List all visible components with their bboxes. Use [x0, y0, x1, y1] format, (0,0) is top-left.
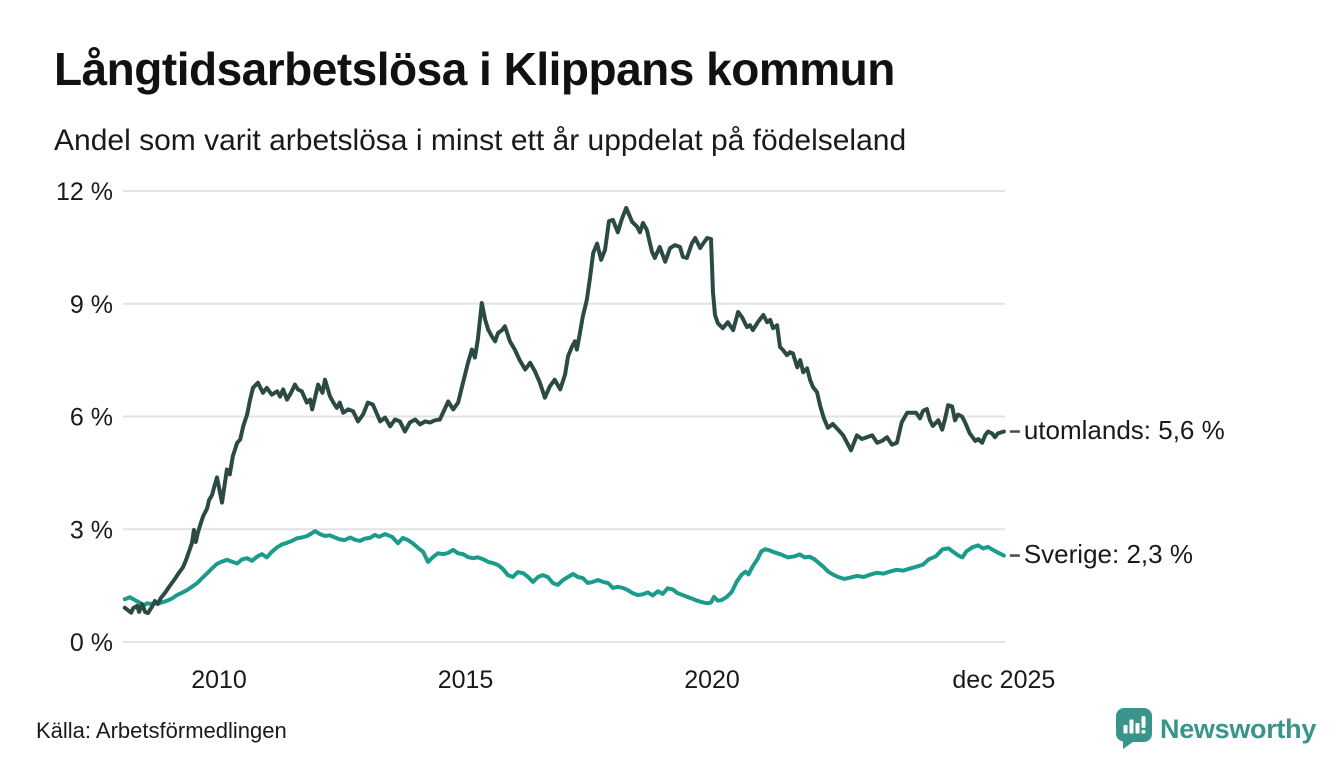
newsworthy-logo: Newsworthy — [1116, 708, 1316, 750]
exclamation-dot-icon — [1141, 730, 1146, 734]
chart-subtitle: Andel som varit arbetslösa i minst ett å… — [54, 124, 907, 157]
y-axis-tick-label: 3 % — [70, 516, 113, 544]
series-line-sverige — [122, 529, 1006, 608]
series-label-sverige: Sverige: 2,3 % — [1023, 538, 1193, 569]
series-line-utomlands — [122, 205, 1006, 616]
x-axis-tick-label: 2015 — [438, 666, 494, 694]
x-axis-tick-label: 2020 — [684, 666, 740, 694]
y-axis-tick-label: 12 % — [56, 178, 113, 206]
bar-icon — [1123, 725, 1128, 734]
bar-icon — [1129, 719, 1134, 734]
x-axis-tick-label: 2010 — [191, 666, 247, 694]
page-title: Långtidsarbetslösa i Klippans kommun — [54, 43, 895, 95]
bar-icon — [1135, 723, 1140, 734]
series-label-utomlands: utomlands: 5,6 % — [1023, 414, 1225, 445]
y-axis-tick-label: 0 % — [70, 629, 113, 657]
y-axis-tick-label: 9 % — [70, 291, 113, 319]
brand-name: Newsworthy — [1160, 713, 1317, 744]
newsworthy-bubble-icon — [1116, 708, 1152, 749]
exclamation-icon — [1141, 716, 1146, 728]
y-axis-tick-label: 6 % — [70, 404, 113, 432]
x-axis-tick-label: dec 2025 — [952, 666, 1055, 694]
source-note: Källa: Arbetsförmedlingen — [36, 718, 287, 743]
